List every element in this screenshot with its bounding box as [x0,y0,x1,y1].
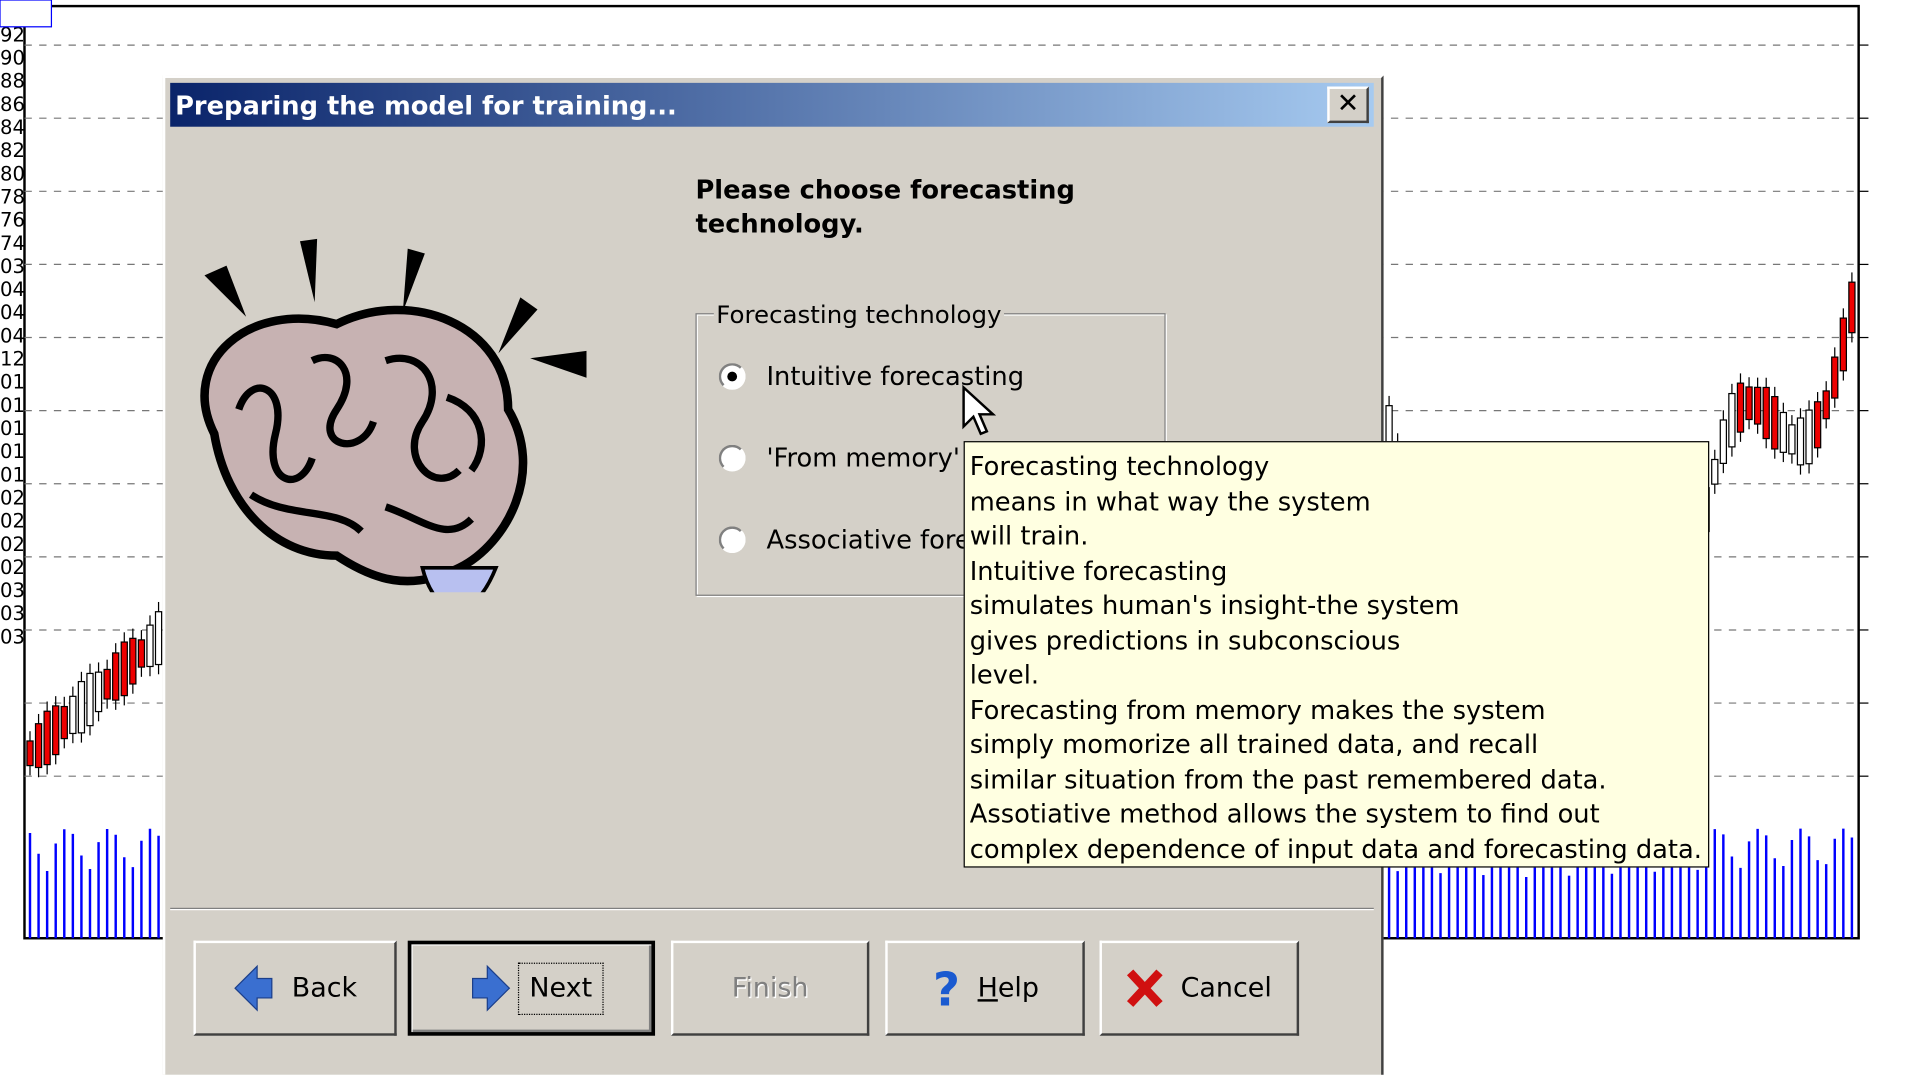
button-caption: Back [291,972,358,1004]
radio-button[interactable] [718,363,746,390]
tooltip-line: will train. [969,521,1089,551]
close-button[interactable]: ✕ [1327,86,1369,124]
chart-icon [0,0,53,28]
dialog-title: Preparing the model for training... [175,91,677,121]
candle-body [1822,390,1830,420]
candle-body [1831,356,1839,399]
y-tick-label: 76 [0,208,25,232]
candle-body [52,705,60,756]
button-caption: Cancel [1180,972,1272,1004]
y-tick-label: 80 [0,162,25,186]
y-tick-label: 74 [0,231,25,255]
candle-body [1711,458,1719,485]
candle-body [1753,386,1762,425]
title-bar: Preparing the model for training... ✕ [170,82,1374,127]
y-tick-label: 86 [0,92,25,116]
candle-body [103,668,111,700]
y-tick-label: 90 [0,46,25,70]
candle-body [1813,401,1822,449]
button-icon [1127,967,1164,1008]
y-tick-label: 78 [0,185,25,209]
technology-groupbox: Forecasting technology Intuitive forecas… [695,299,1166,596]
y-tick-label: 88 [0,69,25,93]
candle-body [60,705,68,740]
separator [170,907,1374,911]
candle-body [120,641,128,697]
candle-body [94,671,103,713]
y-tick-label: 84 [0,115,25,139]
y-tick-label: 82 [0,138,25,163]
tooltip-line: Assotiative method allows the system to … [969,799,1600,829]
candle-body [1779,411,1788,453]
svg-text:?: ? [933,964,960,1013]
candle-body [1848,281,1856,334]
tooltip-line: means in what way the system [969,486,1371,517]
mouse-cursor [962,385,997,436]
tooltip-line: gives predictions in subconscious [969,625,1401,655]
button-caption: Finish [731,972,809,1004]
y-tick-label: 92 [0,23,25,47]
radio-label[interactable]: Intuitive forecasting [766,361,1025,392]
candle-body [129,637,137,685]
candle-body [112,652,120,701]
wizard-button[interactable]: ? Help [885,940,1085,1036]
candle-body [1796,417,1805,466]
wizard-button[interactable]: Next [407,940,656,1036]
candle-body [1771,396,1779,450]
tooltip-line: Forecasting technology [969,452,1270,482]
candle-body [43,710,51,766]
radio-button[interactable] [718,444,746,472]
tooltip-line: level. [969,660,1040,690]
candle-body [1728,392,1736,448]
tooltip-line: similar situation from the past remember… [969,764,1607,794]
button-icon [233,964,275,1013]
radio-button[interactable] [718,526,746,554]
tooltip-line: simply momorize all trained data, and re… [969,729,1539,760]
candle-body [1805,409,1813,465]
candle-body [137,639,146,668]
button-caption: Help [977,972,1039,1004]
candle-body [1788,424,1796,455]
candle-body [1736,382,1745,433]
instruction-heading: Please choose forecasting technology. [695,175,1075,239]
candle-body [77,680,86,734]
candle-body [1839,317,1848,372]
brain-illustration [200,238,587,593]
wizard-button[interactable]: Back [193,940,397,1036]
tooltip-line: Forecasting from memory makes the system [969,695,1546,725]
candle-body [69,695,77,735]
candle-body [34,723,43,769]
tooltip: Forecasting technology means in what way … [963,441,1710,868]
button-icon: ? [931,964,960,1013]
wizard-button: Finish [670,940,870,1036]
candle-body [86,672,94,727]
tooltip-line: simulates human's insight-the system [969,590,1460,621]
wizard-button[interactable]: Cancel [1099,940,1300,1036]
button-icon [471,964,513,1013]
tooltip-line: complex dependence of input data and for… [969,834,1702,864]
group-label: Forecasting technology [713,299,1004,329]
candle-body [1719,419,1728,464]
candle-body [154,611,163,666]
candle-body [1745,386,1753,421]
button-caption: Next [518,962,604,1015]
candle-body [26,740,34,767]
candle-body [146,624,154,668]
candle-body [1762,386,1770,440]
tooltip-line: Intuitive forecasting [969,556,1228,586]
